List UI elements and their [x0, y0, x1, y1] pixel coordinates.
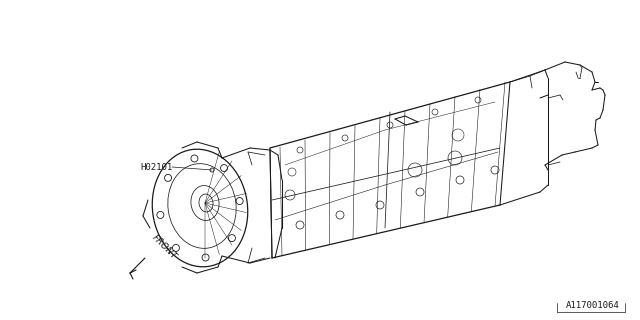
Text: A117001064: A117001064	[566, 301, 620, 310]
Text: FRONT: FRONT	[150, 233, 178, 261]
Text: H02101: H02101	[140, 163, 172, 172]
